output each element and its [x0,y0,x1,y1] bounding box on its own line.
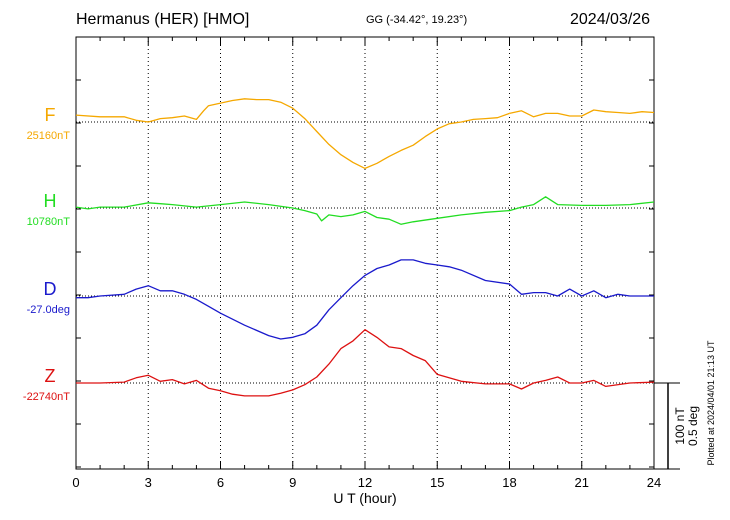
x-tick-label-15: 15 [430,475,444,490]
y-axis-ticks [76,36,654,468]
series-baseline-Z: -22740nT [23,391,70,403]
x-tick-label-9: 9 [289,475,296,490]
series-line-Z [76,329,655,397]
plot-date: 2024/03/26 [570,11,651,28]
x-tick-label-18: 18 [502,475,516,490]
series-line-F [75,98,655,170]
geo-coordinates: GG (-34.42°, 19.23°) [366,14,468,26]
series-name-F: F [45,105,56,125]
x-tick-label-3: 3 [145,475,152,490]
x-tick-label-21: 21 [575,475,589,490]
series-baselines [76,121,654,384]
series-line-D [76,259,654,340]
plotted-timestamp: Plotted at 2024/04/01 21:13 UT [706,340,716,466]
scale-label-deg: 0.5 deg [686,406,700,446]
x-tick-label-12: 12 [358,475,372,490]
series-name-H: H [44,191,57,211]
x-axis-ticks: 0 3 6 9 12 15 18 21 24 [72,37,661,490]
x-axis-label: U T (hour) [333,490,396,506]
series-baseline-H: 10780nT [27,216,71,228]
series-baseline-D: -27.0deg [27,304,70,316]
series-baseline-F: 25160nT [27,130,71,142]
vertical-gridlines [147,37,583,469]
x-tick-label-6: 6 [217,475,224,490]
series-line-H [75,196,655,225]
x-tick-label-24: 24 [647,475,661,490]
scale-bar: 100 nT 0.5 deg [654,382,700,470]
station-title: Hermanus (HER) [HMO] [76,11,250,28]
series-labels: F 25160nT H 10780nT D -27.0deg Z -22740nT [23,105,70,403]
x-tick-label-0: 0 [72,475,79,490]
scale-label-nt: 100 nT [673,407,687,445]
series-name-D: D [44,279,57,299]
series-name-Z: Z [45,366,56,386]
series-lines [75,98,655,397]
